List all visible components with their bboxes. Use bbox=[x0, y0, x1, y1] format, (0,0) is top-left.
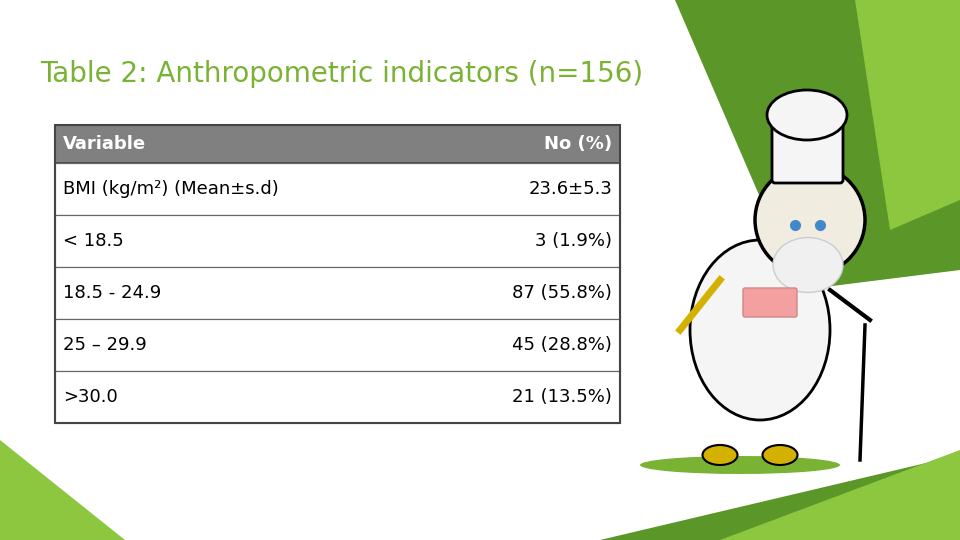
Text: 87 (55.8%): 87 (55.8%) bbox=[512, 284, 612, 302]
FancyBboxPatch shape bbox=[55, 371, 620, 423]
Text: No (%): No (%) bbox=[544, 135, 612, 153]
Polygon shape bbox=[0, 440, 125, 540]
Text: 3 (1.9%): 3 (1.9%) bbox=[535, 232, 612, 250]
Text: 23.6±5.3: 23.6±5.3 bbox=[528, 180, 612, 198]
Text: 45 (28.8%): 45 (28.8%) bbox=[512, 336, 612, 354]
Text: 21 (13.5%): 21 (13.5%) bbox=[512, 388, 612, 406]
Circle shape bbox=[755, 165, 865, 275]
Text: BMI (kg/m²) (Mean±s.d): BMI (kg/m²) (Mean±s.d) bbox=[63, 180, 278, 198]
Ellipse shape bbox=[640, 456, 840, 474]
FancyBboxPatch shape bbox=[55, 163, 620, 215]
Polygon shape bbox=[720, 450, 960, 540]
Ellipse shape bbox=[703, 445, 737, 465]
Ellipse shape bbox=[767, 90, 847, 140]
FancyBboxPatch shape bbox=[743, 288, 797, 317]
Polygon shape bbox=[675, 0, 960, 290]
FancyBboxPatch shape bbox=[772, 117, 843, 183]
Polygon shape bbox=[855, 0, 960, 230]
FancyBboxPatch shape bbox=[55, 125, 620, 163]
Polygon shape bbox=[490, 455, 960, 540]
Text: < 18.5: < 18.5 bbox=[63, 232, 124, 250]
Text: >30.0: >30.0 bbox=[63, 388, 118, 406]
Text: Variable: Variable bbox=[63, 135, 146, 153]
Ellipse shape bbox=[773, 238, 843, 293]
FancyBboxPatch shape bbox=[55, 267, 620, 319]
FancyBboxPatch shape bbox=[55, 215, 620, 267]
Text: 18.5 - 24.9: 18.5 - 24.9 bbox=[63, 284, 161, 302]
Text: 25 – 29.9: 25 – 29.9 bbox=[63, 336, 147, 354]
Ellipse shape bbox=[690, 240, 830, 420]
Text: Table 2: Anthropometric indicators (n=156): Table 2: Anthropometric indicators (n=15… bbox=[40, 60, 643, 88]
Ellipse shape bbox=[762, 445, 798, 465]
FancyBboxPatch shape bbox=[55, 319, 620, 371]
